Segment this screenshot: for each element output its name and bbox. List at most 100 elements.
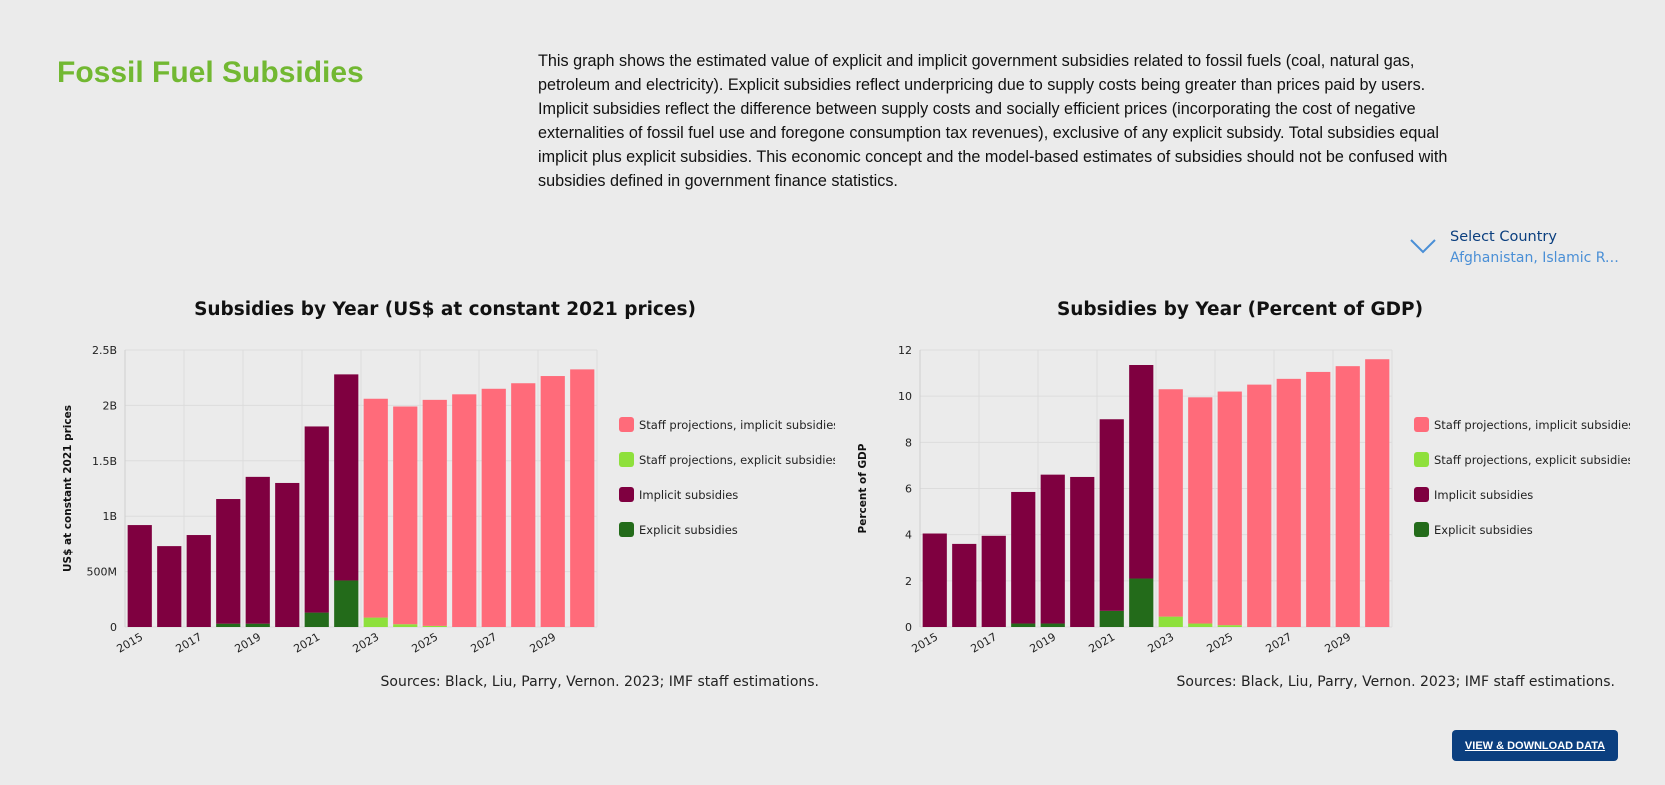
bar-2025-staff-projections-implicit-subsidies[interactable] (422, 399, 447, 626)
country-select-label: Select Country (1450, 229, 1557, 245)
legend-swatch[interactable] (619, 487, 634, 502)
bar-2023-staff-projections-explicit-subsidies[interactable] (1158, 616, 1183, 627)
bar-2026-staff-projections-implicit-subsidies[interactable] (452, 394, 477, 627)
bar-2019-implicit-subsidies[interactable] (245, 476, 270, 624)
chart-usd: 0 500M 1B 1.5B 2B 2.5B US$ at constant 2021 pr… (62, 344, 835, 656)
bar-2020-implicit-subsidies[interactable] (1070, 476, 1095, 627)
bar-2028-staff-projections-implicit-subsidies[interactable] (1306, 371, 1331, 627)
x-tick-label: 2029 (1323, 630, 1354, 655)
bar-2024-staff-projections-implicit-subsidies[interactable] (1188, 397, 1213, 624)
x-tick-label: 2021 (1087, 630, 1118, 655)
bar-2025-staff-projections-explicit-subsidies[interactable] (422, 625, 447, 627)
y-tick-label: 2.5B (92, 344, 117, 357)
chart-gdp: 0 2 4 6 8 10 12 Percent of GDP 2015 2017 2019 2021 2… (857, 344, 1630, 656)
bar-2021-implicit-subsidies[interactable] (304, 426, 329, 613)
x-tick-label: 2017 (969, 630, 1000, 655)
bar-2020-implicit-subsidies[interactable] (275, 482, 300, 627)
bar-2029-staff-projections-implicit-subsidies[interactable] (540, 376, 565, 627)
legend-label[interactable]: Implicit subsidies (639, 488, 738, 502)
y-tick-label: 1.5B (92, 455, 117, 468)
bar-2015-implicit-subsidies[interactable] (922, 533, 947, 627)
legend-label[interactable]: Explicit subsidies (1434, 523, 1533, 537)
bar-2030-staff-projections-implicit-subsidies[interactable] (1365, 359, 1390, 627)
y-tick-label: 0 (110, 621, 117, 634)
legend-swatch[interactable] (619, 417, 634, 432)
x-tick-label: 2027 (469, 630, 500, 655)
bar-2025-staff-projections-explicit-subsidies[interactable] (1217, 625, 1242, 627)
country-select[interactable]: Select Country Afghanistan, Islamic Re… (1405, 226, 1635, 276)
legend-swatch[interactable] (1414, 417, 1429, 432)
bar-2024-staff-projections-implicit-subsidies[interactable] (393, 406, 418, 625)
y-tick-label: 12 (898, 344, 912, 357)
page-description: This graph shows the estimated value of … (538, 52, 1448, 190)
bar-2025-staff-projections-implicit-subsidies[interactable] (1217, 391, 1242, 626)
bar-2030-staff-projections-implicit-subsidies[interactable] (570, 369, 595, 627)
view-download-data-button[interactable]: VIEW & DOWNLOAD DATA (1452, 730, 1618, 761)
legend-label[interactable]: Implicit subsidies (1434, 488, 1533, 502)
legend-label[interactable]: Staff projections, explicit subsidies (639, 453, 835, 467)
x-tick-label: 2017 (174, 630, 205, 655)
bar-2016-implicit-subsidies[interactable] (952, 543, 977, 627)
bar-2024-staff-projections-explicit-subsidies[interactable] (1188, 623, 1213, 627)
legend-label[interactable]: Staff projections, implicit subsidies (639, 418, 835, 432)
x-tick-label: 2015 (910, 630, 941, 655)
bar-2021-explicit-subsidies[interactable] (1099, 610, 1124, 627)
y-tick-label: 0 (905, 621, 912, 634)
bar-2018-implicit-subsidies[interactable] (1011, 491, 1036, 624)
y-tick-label: 1B (102, 510, 117, 523)
bar-2018-implicit-subsidies[interactable] (216, 499, 241, 624)
bar-2016-implicit-subsidies[interactable] (157, 546, 182, 627)
x-tick-label: 2019 (1028, 630, 1059, 655)
x-tick-label: 2025 (410, 630, 441, 655)
bar-2027-staff-projections-implicit-subsidies[interactable] (1276, 378, 1301, 627)
bar-2022-implicit-subsidies[interactable] (334, 374, 359, 581)
bar-2021-implicit-subsidies[interactable] (1099, 419, 1124, 611)
bar-2023-staff-projections-implicit-subsidies[interactable] (363, 398, 388, 618)
bar-2021-explicit-subsidies[interactable] (304, 612, 329, 627)
x-tick-label: 2027 (1264, 630, 1295, 655)
legend-swatch[interactable] (1414, 487, 1429, 502)
y-tick-label: 10 (898, 390, 912, 403)
bar-2026-staff-projections-implicit-subsidies[interactable] (1247, 384, 1272, 627)
bar-2023-staff-projections-explicit-subsidies[interactable] (363, 617, 388, 627)
x-tick-label: 2015 (115, 630, 146, 655)
bar-2022-explicit-subsidies[interactable] (334, 580, 359, 627)
x-tick-label: 2025 (1205, 630, 1236, 655)
y-axis-label: US$ at constant 2021 prices (62, 405, 74, 572)
legend-swatch[interactable] (1414, 522, 1429, 537)
bar-2017-implicit-subsidies[interactable] (186, 535, 211, 627)
country-select-value[interactable]: Afghanistan, Islamic Re… (1450, 250, 1625, 266)
bar-2029-staff-projections-implicit-subsidies[interactable] (1335, 366, 1360, 627)
bar-2027-staff-projections-implicit-subsidies[interactable] (481, 388, 506, 627)
x-tick-label: 2023 (351, 630, 382, 655)
bar-2024-staff-projections-explicit-subsidies[interactable] (393, 624, 418, 627)
y-tick-label: 6 (905, 483, 912, 496)
y-tick-label: 2B (102, 399, 117, 412)
legend-label[interactable]: Explicit subsidies (639, 523, 738, 537)
chevron-down-icon (1410, 239, 1436, 254)
bar-2017-implicit-subsidies[interactable] (981, 535, 1006, 627)
y-tick-label: 4 (905, 529, 912, 542)
bar-2018-explicit-subsidies[interactable] (1011, 623, 1036, 627)
legend-label[interactable]: Staff projections, explicit subsidies (1434, 453, 1630, 467)
chart-title-usd: Subsidies by Year (US$ at constant 2021 … (194, 299, 696, 320)
bar-2022-explicit-subsidies[interactable] (1129, 578, 1154, 627)
bar-2018-explicit-subsidies[interactable] (216, 623, 241, 627)
bar-2022-implicit-subsidies[interactable] (1129, 365, 1154, 579)
bar-2028-staff-projections-implicit-subsidies[interactable] (511, 383, 536, 627)
y-tick-label: 500M (87, 566, 118, 579)
y-axis-label: Percent of GDP (857, 443, 869, 533)
bar-2019-explicit-subsidies[interactable] (1040, 623, 1065, 627)
y-tick-label: 2 (905, 575, 912, 588)
bar-2019-implicit-subsidies[interactable] (1040, 474, 1065, 624)
page-title: Fossil Fuel Subsidies (57, 56, 364, 89)
legend-swatch[interactable] (619, 522, 634, 537)
legend-swatch[interactable] (619, 452, 634, 467)
source-note-gdp: Sources: Black, Liu, Parry, Vernon. 2023… (1176, 674, 1615, 690)
bar-2023-staff-projections-implicit-subsidies[interactable] (1158, 389, 1183, 617)
legend-swatch[interactable] (1414, 452, 1429, 467)
bar-2019-explicit-subsidies[interactable] (245, 623, 270, 627)
source-note-usd: Sources: Black, Liu, Parry, Vernon. 2023… (380, 674, 819, 690)
bar-2015-implicit-subsidies[interactable] (127, 525, 152, 627)
legend-label[interactable]: Staff projections, implicit subsidies (1434, 418, 1630, 432)
